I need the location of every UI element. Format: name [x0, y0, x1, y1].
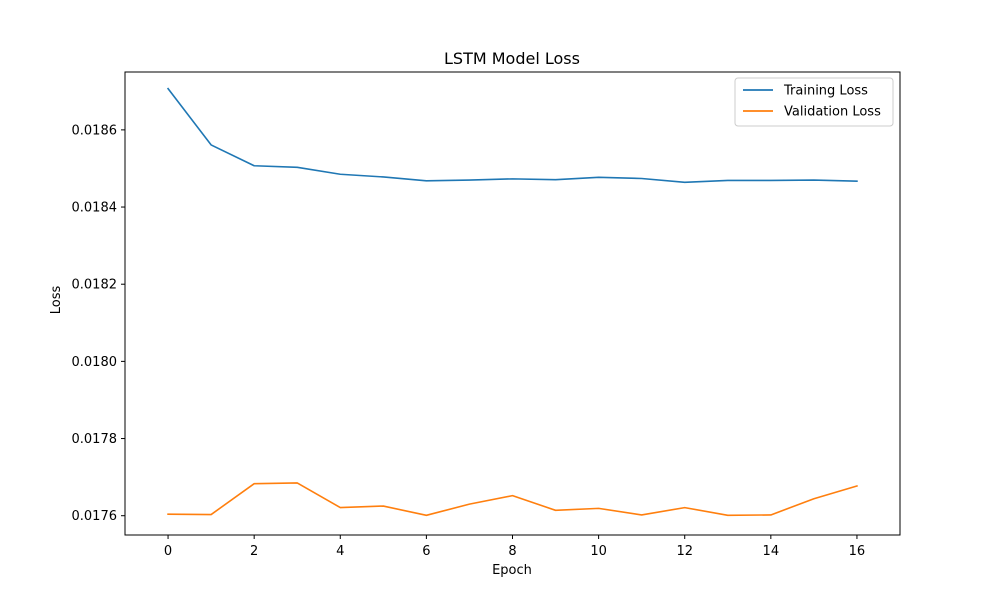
- series-line-validation-loss: [167, 482, 858, 517]
- x-tick-label: 12: [676, 544, 693, 559]
- x-axis: 0 2 4 6 8 10 12 14 16: [164, 535, 865, 559]
- y-tick-label: 0.0178: [72, 432, 118, 447]
- x-tick-label: 6: [422, 544, 430, 559]
- series-line-training-loss: [166, 87, 858, 184]
- legend-label: Validation Loss: [784, 105, 881, 120]
- y-tick-label: 0.0176: [72, 509, 118, 524]
- legend-label: Training Loss: [783, 84, 868, 99]
- chart-title: LSTM Model Loss: [444, 49, 580, 68]
- x-tick-label: 14: [763, 544, 780, 559]
- x-tick-label: 0: [164, 544, 172, 559]
- series-layer: [166, 87, 858, 517]
- y-axis: 0.0176 0.0178 0.0180 0.0182 0.0184 0.0186: [72, 123, 125, 524]
- y-tick-label: 0.0182: [72, 278, 118, 293]
- legend-box: [734, 77, 894, 127]
- x-axis-label: Epoch: [492, 563, 532, 578]
- x-tick-label: 8: [508, 544, 516, 559]
- y-tick-label: 0.0180: [72, 355, 118, 370]
- y-axis-label: Loss: [49, 286, 64, 315]
- x-tick-label: 16: [849, 544, 866, 559]
- x-tick-label: 10: [590, 544, 607, 559]
- y-tick-label: 0.0186: [72, 123, 118, 138]
- x-tick-label: 2: [250, 544, 258, 559]
- legend: Training Loss Validation Loss: [734, 77, 894, 127]
- y-tick-label: 0.0184: [72, 201, 118, 216]
- x-tick-label: 4: [336, 544, 344, 559]
